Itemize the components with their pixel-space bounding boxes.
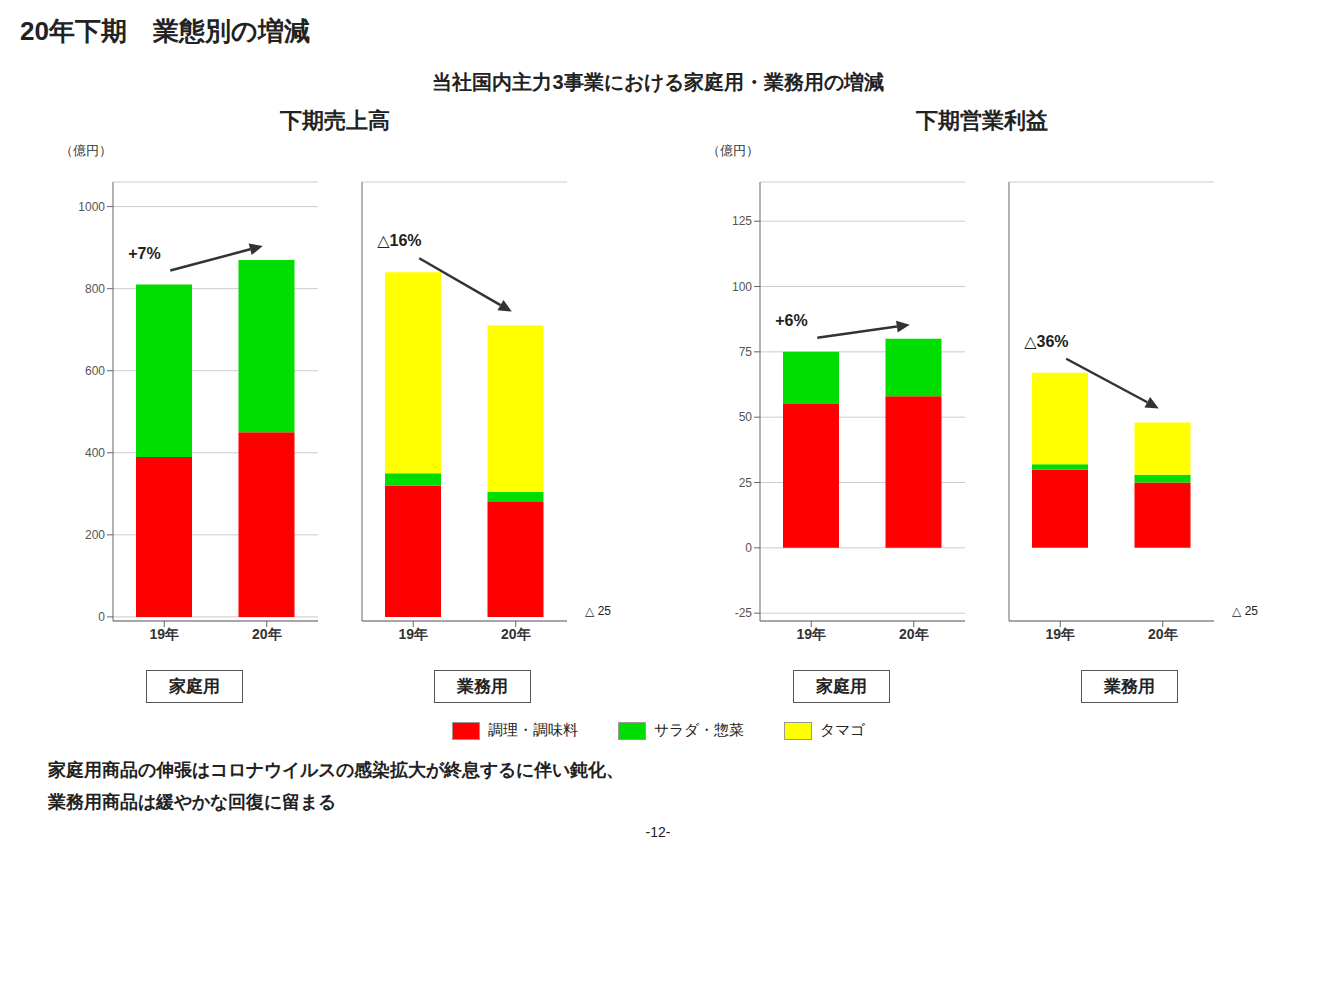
html-text:（億円）: （億円） <box>707 143 759 158</box>
html-text:家庭用商品の伸張はコロナウイルスの感染拡大が終息するに伴い鈍: 家庭用商品の伸張はコロナウイルスの感染拡大が終息するに伴い鈍化、 <box>48 760 624 780</box>
svg-text:50: 50 <box>739 410 753 424</box>
svg-text:75: 75 <box>739 345 753 359</box>
svg-text:19年: 19年 <box>1045 626 1075 642</box>
svg-text:600: 600 <box>85 364 105 378</box>
html-text:家庭用: 家庭用 <box>816 677 867 696</box>
svg-text:19年: 19年 <box>398 626 428 642</box>
svg-text:-25: -25 <box>735 606 753 620</box>
html-text:（億円）: （億円） <box>60 143 112 158</box>
svg-text:400: 400 <box>85 446 105 460</box>
svg-text:△16%: △16% <box>377 232 421 249</box>
html-text:下期営業利益: 下期営業利益 <box>915 108 1048 133</box>
svg-text:0: 0 <box>745 541 752 555</box>
svg-text:19年: 19年 <box>149 626 179 642</box>
html-text:△ 25: △ 25 <box>1232 604 1258 618</box>
svg-text:19年: 19年 <box>796 626 826 642</box>
svg-text:△36%: △36% <box>1024 333 1068 350</box>
html-text:-12-: -12- <box>645 824 671 840</box>
html-text:20年下期 業態別の増減: 20年下期 業態別の増減 <box>20 16 310 46</box>
svg-text:25: 25 <box>739 476 753 490</box>
html-text:家庭用: 家庭用 <box>169 677 220 696</box>
svg-text:20年: 20年 <box>899 626 929 642</box>
html-text:サラダ・惣菜: サラダ・惣菜 <box>653 721 744 738</box>
svg-text:100: 100 <box>732 280 752 294</box>
html-text:業務用: 業務用 <box>456 677 508 696</box>
svg-text:20年: 20年 <box>252 626 282 642</box>
svg-text:20年: 20年 <box>1148 626 1178 642</box>
svg-text:+7%: +7% <box>128 245 160 262</box>
svg-text:800: 800 <box>85 282 105 296</box>
svg-text:+6%: +6% <box>775 312 807 329</box>
svg-text:1000: 1000 <box>78 200 105 214</box>
html-text:タマゴ: タマゴ <box>819 721 865 738</box>
html-text:△ 25: △ 25 <box>585 604 611 618</box>
svg-text:0: 0 <box>98 610 105 624</box>
svg-text:20年: 20年 <box>501 626 531 642</box>
html-text:業務用: 業務用 <box>1103 677 1155 696</box>
html-text:調理・調味料: 調理・調味料 <box>487 721 578 738</box>
svg-text:125: 125 <box>732 214 752 228</box>
html-text:下期売上高: 下期売上高 <box>279 108 390 133</box>
html-text:当社国内主力3事業における家庭用・業務用の増減: 当社国内主力3事業における家庭用・業務用の増減 <box>432 71 884 93</box>
svg-text:200: 200 <box>85 528 105 542</box>
html-text:業務用商品は緩やかな回復に留まる: 業務用商品は緩やかな回復に留まる <box>48 792 336 812</box>
